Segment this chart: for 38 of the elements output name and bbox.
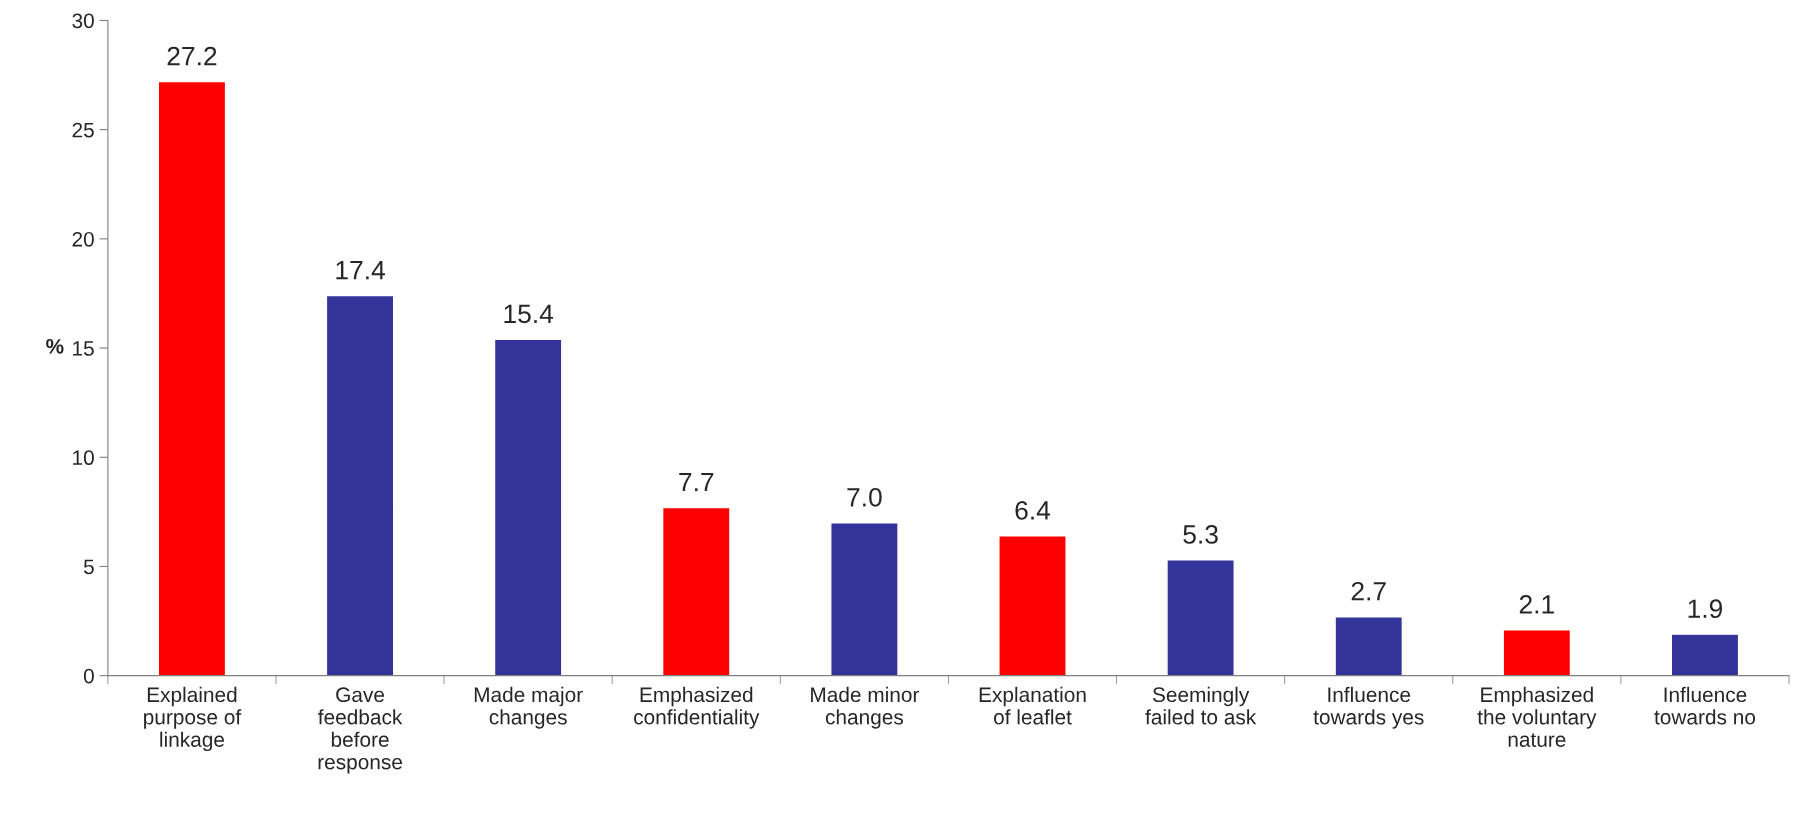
data-label: 7.7 <box>679 472 714 492</box>
bar <box>325 294 395 676</box>
y-tick-label: 15 <box>73 341 94 356</box>
x-tick-label: Seemingly failed to ask <box>1145 686 1257 725</box>
data-label: 27.2 <box>167 46 217 66</box>
bar <box>998 535 1067 676</box>
data-label: 15.4 <box>504 304 554 324</box>
bar <box>830 522 899 676</box>
x-tick-label: Gave feedback before response <box>318 687 403 774</box>
bar <box>661 506 731 676</box>
data-label: 5.3 <box>1183 525 1218 544</box>
data-label: 17.4 <box>336 261 385 280</box>
bar <box>493 338 563 676</box>
data-label: 7.0 <box>847 487 882 507</box>
data-label: 2.1 <box>1519 594 1554 614</box>
bar <box>1670 633 1740 676</box>
x-tick-label: Explained purpose of linkage <box>144 686 242 752</box>
y-tick-label: 5 <box>83 559 94 575</box>
x-tick-label: Emphasized confidentiality <box>634 686 760 729</box>
bar <box>1334 616 1404 676</box>
y-axis-title: % <box>46 338 64 354</box>
x-tick-label: Made major changes <box>474 686 583 729</box>
x-tick-label: Explanation of leaflet <box>979 686 1086 725</box>
y-tick-label: 30 <box>72 13 94 29</box>
data-label: 1.9 <box>1688 599 1723 619</box>
x-tick-label: Influence towards yes <box>1313 686 1424 729</box>
bar <box>157 80 227 676</box>
bar <box>1166 559 1235 676</box>
bar <box>1502 629 1572 676</box>
data-label: 6.4 <box>1015 501 1051 520</box>
y-tick-label: 0 <box>83 668 94 684</box>
y-tick-label: 10 <box>73 450 94 466</box>
data-label: 2.7 <box>1351 581 1386 601</box>
x-tick-label: Influence towards no <box>1654 686 1756 725</box>
y-tick-label: 25 <box>72 122 94 138</box>
x-tick-label: Made minor changes <box>811 686 920 729</box>
y-tick-label: 20 <box>72 231 94 247</box>
x-tick-label: Emphasized the voluntary nature <box>1477 686 1597 747</box>
